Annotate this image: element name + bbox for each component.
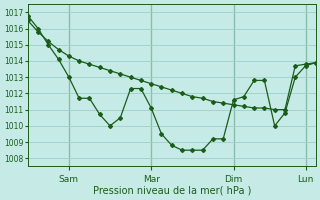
X-axis label: Pression niveau de la mer( hPa ): Pression niveau de la mer( hPa ) bbox=[92, 186, 251, 196]
